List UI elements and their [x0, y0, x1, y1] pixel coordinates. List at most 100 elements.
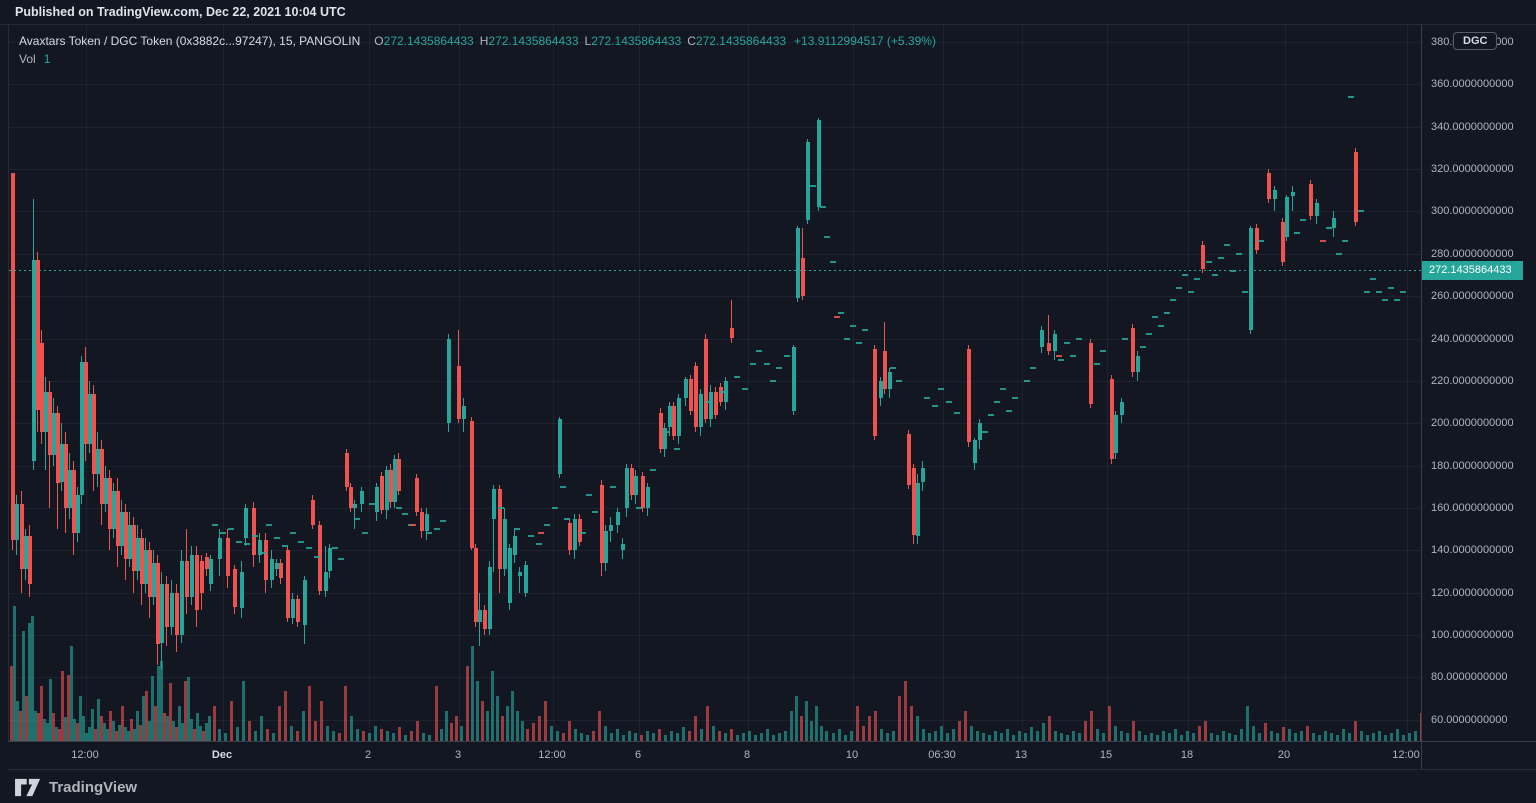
- volume-bar: [586, 735, 589, 741]
- volume-bar: [296, 731, 299, 741]
- candle-body: [419, 512, 424, 532]
- volume-bar: [34, 711, 37, 741]
- trade-mark: [938, 388, 944, 391]
- time-tick-label: 12:00: [71, 749, 99, 761]
- candle-body: [1039, 330, 1044, 347]
- trade-mark: [720, 390, 726, 393]
- volume-bar: [109, 711, 112, 741]
- volume-bar: [496, 696, 499, 741]
- grid-line-h: [9, 423, 1421, 425]
- volume-bar: [1270, 731, 1273, 741]
- volume-bar: [1258, 733, 1261, 741]
- volume-bar: [634, 733, 637, 741]
- volume-bar: [1222, 731, 1225, 741]
- volume-bar: [40, 686, 43, 741]
- trade-mark: [1000, 388, 1006, 391]
- volume-bar: [481, 701, 484, 741]
- tradingview-brand-text[interactable]: TradingView: [49, 778, 138, 796]
- volume-bar: [1042, 723, 1045, 741]
- symbol-title[interactable]: Avaxtars Token / DGC Token (0x3882c...97…: [19, 34, 361, 48]
- volume-bar: [178, 706, 181, 741]
- volume-bar: [976, 731, 979, 741]
- trade-mark: [1376, 290, 1382, 293]
- time-tick-label: 12:00: [538, 749, 566, 761]
- volume-bar: [392, 733, 395, 741]
- volume-bar: [604, 726, 607, 741]
- tradingview-logo-icon[interactable]: [15, 778, 41, 797]
- candle-body: [1254, 228, 1259, 250]
- volume-bar: [190, 719, 193, 741]
- volume-bar: [784, 731, 787, 741]
- trade-mark: [1058, 358, 1064, 361]
- price-axis[interactable]: DGC 272.1435864433 380.0000000000360.000…: [1421, 25, 1536, 741]
- candle-body: [1266, 173, 1271, 199]
- volume-bar: [598, 711, 601, 741]
- candle-body: [396, 459, 401, 492]
- volume-bar: [85, 733, 88, 741]
- trade-mark: [282, 545, 288, 548]
- trade-mark: [552, 507, 558, 509]
- volume-bar: [19, 711, 22, 741]
- volume-bar: [332, 731, 335, 741]
- trade-mark: [650, 468, 656, 471]
- volume-bar: [1060, 733, 1063, 741]
- volume-bar: [556, 731, 559, 741]
- trade-mark: [770, 379, 776, 382]
- candle-body: [718, 387, 723, 402]
- trade-mark: [1336, 252, 1342, 255]
- volume-bar: [205, 723, 208, 741]
- volume-bar: [748, 731, 751, 741]
- volume-bar: [928, 733, 931, 741]
- candle-body: [1109, 378, 1114, 460]
- volume-bar: [825, 731, 828, 741]
- candle-body: [123, 512, 128, 559]
- volume-bar: [160, 661, 163, 741]
- grid-line-v: [1407, 25, 1408, 741]
- grid-line-v: [748, 25, 749, 741]
- candle-wick: [1274, 186, 1275, 212]
- low-value: 272.1435864433: [591, 34, 682, 48]
- trade-mark: [1388, 286, 1394, 289]
- chart-pane[interactable]: Avaxtars Token / DGC Token (0x3882c...97…: [8, 25, 1421, 741]
- volume-bar: [898, 696, 901, 741]
- volume-bar: [1108, 706, 1111, 741]
- price-tick-label: 120.0000000000: [1431, 586, 1514, 599]
- candle-body: [43, 391, 48, 432]
- candle-body: [517, 571, 522, 576]
- trade-mark: [750, 362, 756, 365]
- volume-bar: [64, 717, 67, 741]
- volume-bar: [157, 666, 160, 741]
- volume-bar: [213, 706, 216, 741]
- candle-body: [327, 548, 332, 572]
- volume-bar: [694, 716, 697, 741]
- trade-mark: [1158, 324, 1164, 327]
- trade-mark: [674, 447, 680, 450]
- trade-mark: [1140, 346, 1146, 348]
- volume-bar: [199, 726, 202, 741]
- volume-bar: [760, 733, 763, 741]
- candle-body: [95, 448, 100, 475]
- trade-mark: [1006, 409, 1012, 412]
- candle-body: [1046, 342, 1051, 352]
- time-tick-label: 10: [845, 749, 859, 761]
- time-axis[interactable]: 12:00 Dec 2 3 12:00 6 8 10 06:30 13 15 18 20 12:00: [8, 741, 1536, 770]
- grid-line-h: [9, 253, 1421, 255]
- volume-bar: [435, 686, 438, 741]
- volume-bar: [1408, 733, 1411, 741]
- candle-body: [1331, 217, 1336, 229]
- volume-bar: [838, 729, 841, 741]
- candle-body: [87, 393, 92, 445]
- price-tick-label: 260.0000000000: [1431, 290, 1514, 303]
- trade-mark: [434, 528, 440, 531]
- volume-bar: [404, 735, 407, 741]
- volume-bar: [196, 713, 199, 741]
- candle-body: [179, 560, 184, 635]
- candle-body: [502, 518, 507, 570]
- volume-bar: [46, 723, 49, 741]
- volume-bar: [486, 711, 489, 741]
- volume-bar: [538, 716, 541, 741]
- time-tick-label: 15: [1099, 749, 1113, 761]
- volume-bar: [628, 731, 631, 741]
- trade-mark: [536, 543, 542, 545]
- candle-body: [662, 427, 667, 449]
